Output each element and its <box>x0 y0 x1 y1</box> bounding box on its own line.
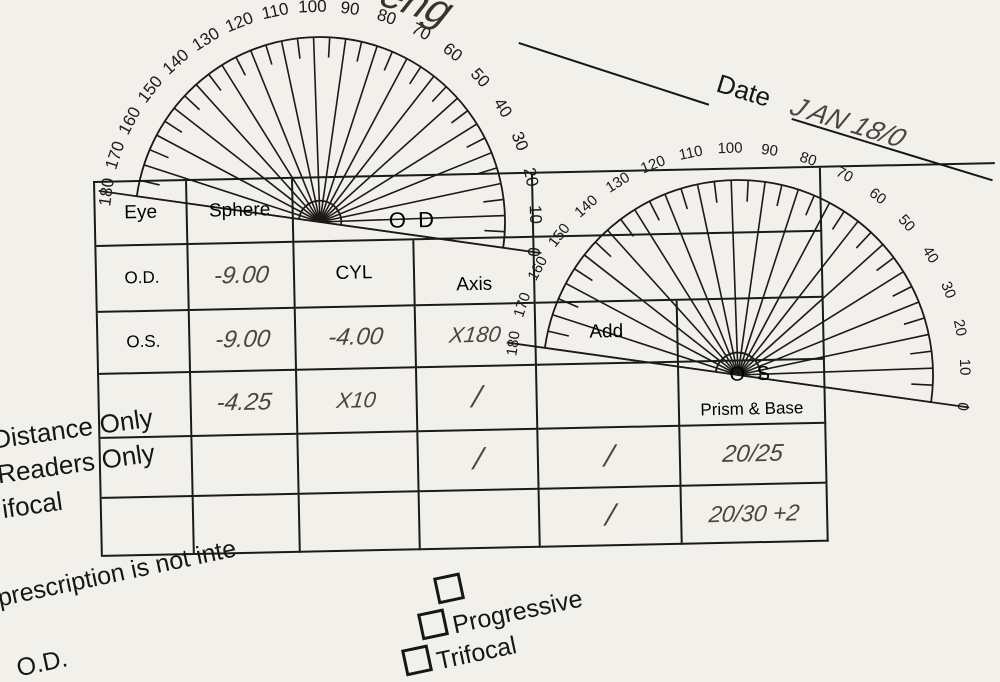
svg-text:150: 150 <box>134 72 166 106</box>
svg-text:100: 100 <box>717 139 743 157</box>
svg-text:170: 170 <box>102 139 129 172</box>
svg-text:130: 130 <box>189 24 223 55</box>
svg-text:100: 100 <box>298 0 327 17</box>
svg-text:90: 90 <box>339 0 360 19</box>
svg-text:60: 60 <box>439 39 466 66</box>
svg-text:90: 90 <box>760 141 779 160</box>
svg-text:110: 110 <box>260 0 290 23</box>
svg-text:110: 110 <box>677 142 704 164</box>
svg-text:120: 120 <box>223 8 256 36</box>
svg-text:50: 50 <box>467 64 494 91</box>
svg-text:140: 140 <box>159 45 193 78</box>
svg-text:160: 160 <box>115 104 145 138</box>
